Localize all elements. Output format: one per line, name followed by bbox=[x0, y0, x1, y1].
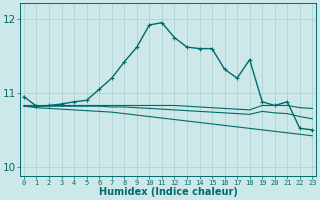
X-axis label: Humidex (Indice chaleur): Humidex (Indice chaleur) bbox=[99, 187, 237, 197]
